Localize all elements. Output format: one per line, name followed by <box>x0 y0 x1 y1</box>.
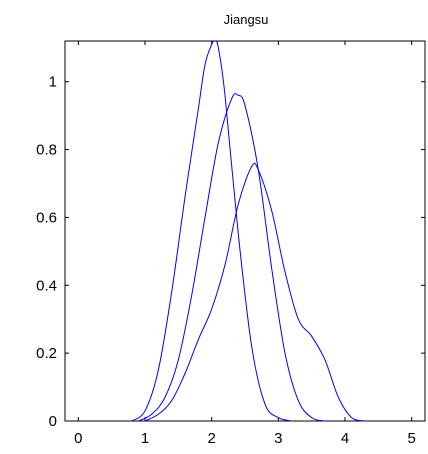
series-line-3 <box>144 162 366 422</box>
x-tick-label: 4 <box>341 430 349 447</box>
y-tick-label: 1 <box>49 74 57 91</box>
y-tick-label: 0.4 <box>36 277 57 294</box>
y-tick-label: 0.6 <box>36 209 57 226</box>
x-tick-label: 2 <box>207 430 215 447</box>
x-tick-labels: 0 1 2 3 4 5 <box>74 430 416 447</box>
series-line-1 <box>131 40 292 422</box>
series-line-2 <box>138 93 326 422</box>
x-tick-label: 3 <box>274 430 282 447</box>
chart-title: Jiangsu <box>224 12 269 27</box>
x-tick-label: 1 <box>141 430 149 447</box>
y-tick-labels: 0 0.2 0.4 0.6 0.8 1 <box>36 74 57 430</box>
axis-ticks <box>65 41 425 422</box>
y-tick-label: 0.2 <box>36 345 57 362</box>
x-tick-label: 0 <box>74 430 82 447</box>
y-tick-label: 0 <box>49 413 57 430</box>
series-lines <box>131 40 366 422</box>
x-tick-label: 5 <box>407 430 415 447</box>
y-tick-label: 0.8 <box>36 142 57 159</box>
plot-area <box>64 40 426 422</box>
